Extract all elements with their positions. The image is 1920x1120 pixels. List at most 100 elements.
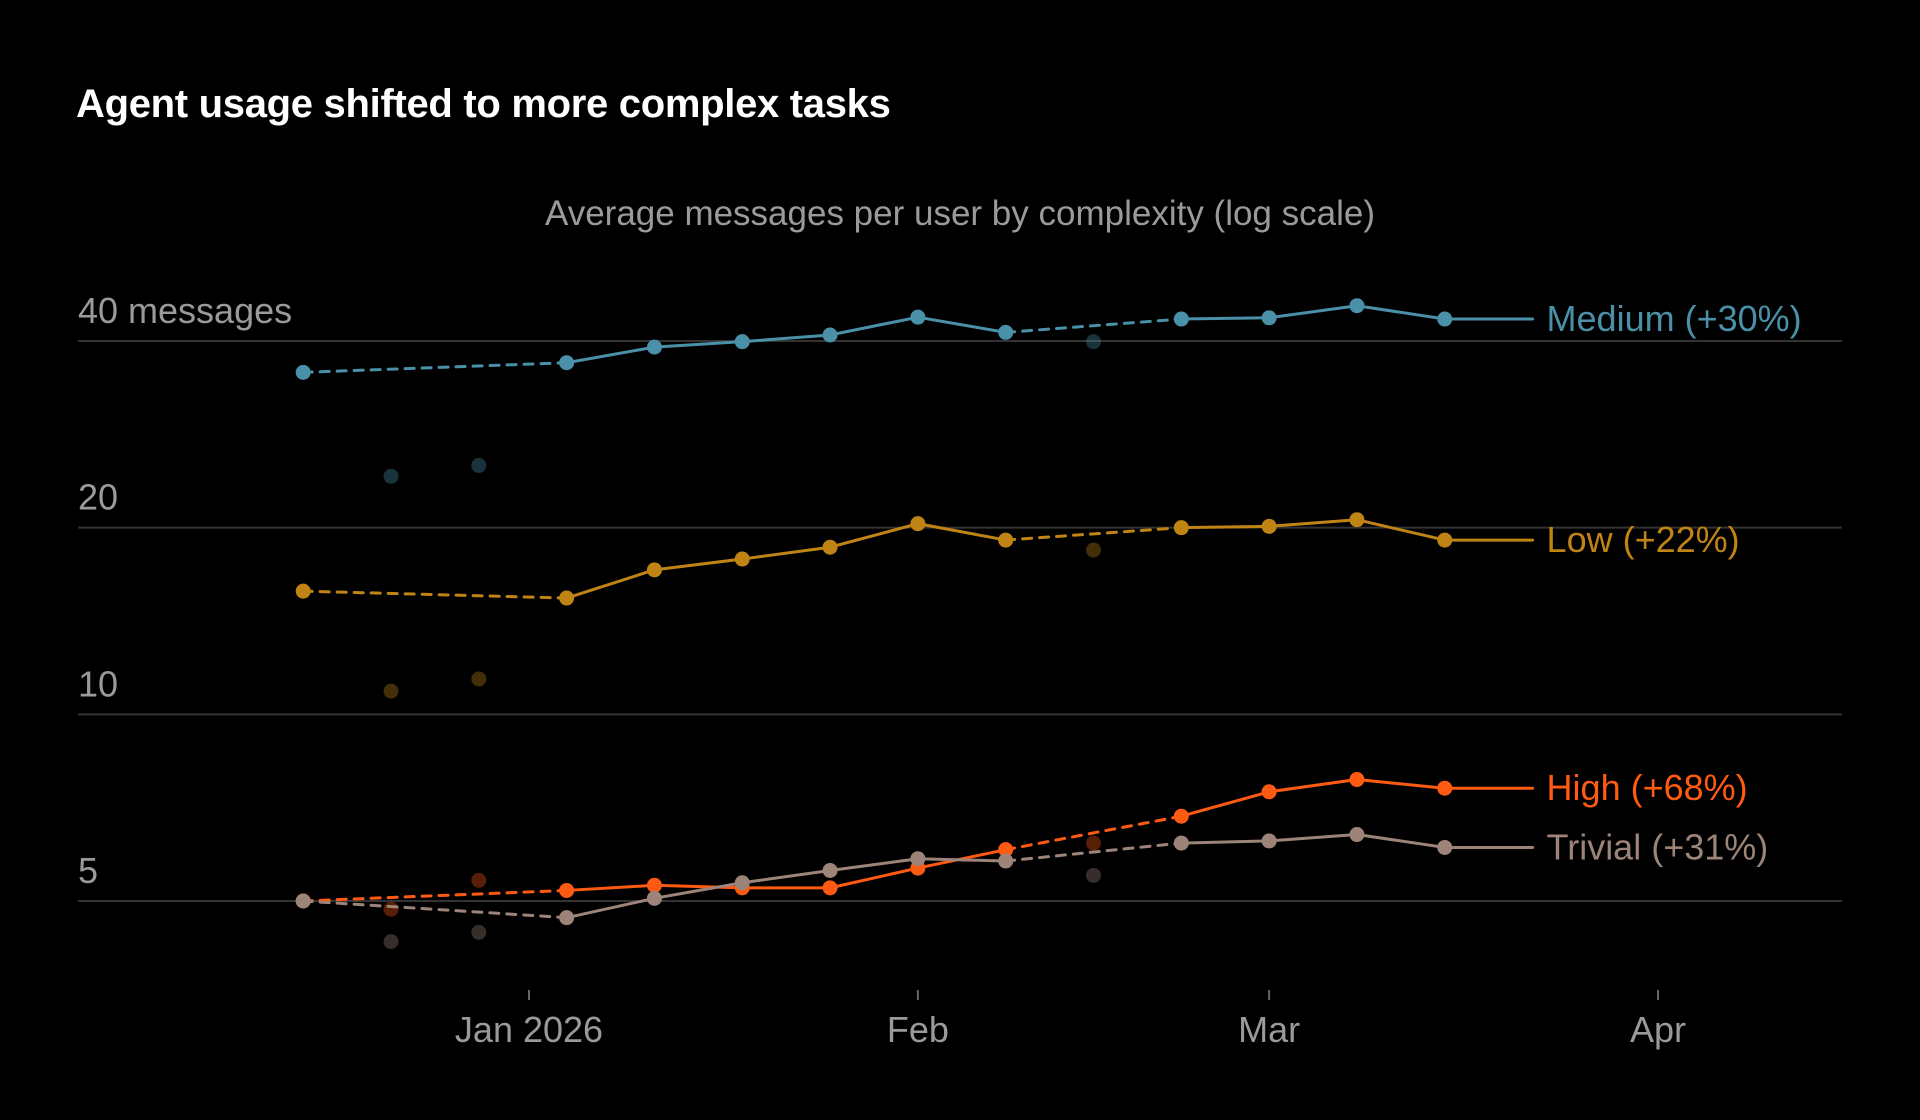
series-segment (916, 315, 1008, 334)
series-segment (1004, 317, 1183, 334)
series-segment (652, 557, 744, 572)
y-tick-label-5: 5 (78, 850, 98, 891)
series-3 (295, 827, 1535, 950)
data-point-faded (1086, 334, 1101, 350)
series-segment (565, 883, 656, 892)
data-point-faded (383, 934, 399, 950)
series-segment (1267, 778, 1359, 794)
data-point (646, 339, 662, 355)
data-point (559, 910, 575, 926)
data-point (1349, 298, 1365, 314)
x-tick-label-2026-04-01: Apr (1630, 1009, 1686, 1050)
data-point (1437, 780, 1453, 796)
data-point (1173, 835, 1189, 851)
series-segment (301, 899, 569, 920)
series-segment (652, 881, 744, 900)
series-segment (1355, 304, 1447, 321)
data-point (559, 590, 575, 606)
data-point (822, 862, 838, 878)
x-tick-label-2026-01-01: Jan 2026 (455, 1009, 603, 1050)
series-segment (565, 568, 656, 600)
series-segment (301, 361, 569, 374)
series-segment (1355, 833, 1447, 849)
series-segment (828, 857, 920, 872)
data-point (559, 882, 575, 898)
series-segment (652, 883, 744, 890)
data-point-faded (1086, 867, 1101, 883)
data-point (998, 853, 1014, 869)
data-point-faded (383, 901, 399, 917)
series-label-2: High (+68%) (1547, 767, 1748, 808)
data-point (295, 364, 311, 380)
data-point (646, 877, 662, 893)
series-segment (301, 888, 569, 903)
series-segment (1267, 304, 1359, 320)
data-point (1437, 532, 1453, 548)
series-segment (1004, 526, 1183, 542)
series-0 (295, 298, 1535, 484)
data-point-faded (471, 457, 487, 473)
data-point (295, 893, 311, 909)
data-point (910, 851, 926, 867)
series-segment (828, 522, 920, 549)
series-segment (828, 315, 920, 337)
data-point (822, 880, 838, 896)
data-point (822, 327, 838, 343)
series-segment (916, 522, 1008, 542)
data-point (1261, 310, 1277, 326)
data-point (734, 875, 750, 891)
data-point (910, 309, 926, 325)
series-segment (1004, 841, 1183, 863)
series-segment (828, 866, 920, 890)
series-segment (1179, 839, 1271, 845)
series-segment (740, 868, 832, 885)
data-point-faded (471, 671, 487, 687)
data-point (910, 516, 926, 532)
series-labels: Medium (+30%) Low (+22%) High (+68%) Trivia… (1547, 298, 1802, 867)
series-segment (565, 896, 656, 920)
y-tick-label-20: 20 (78, 477, 118, 518)
series-segment (1355, 518, 1447, 542)
data-point (822, 539, 838, 555)
series-segment (565, 345, 656, 365)
series-label-0: Medium (+30%) (1547, 298, 1802, 339)
series-segment (1179, 316, 1271, 321)
data-point (1173, 520, 1189, 536)
series-segment (1004, 814, 1183, 852)
data-point (734, 551, 750, 567)
data-point-faded (383, 468, 399, 484)
series-layer (295, 298, 1535, 950)
y-tick-label-40: 40 messages (78, 290, 292, 331)
x-tick-label-2026-03-01: Mar (1238, 1009, 1300, 1050)
data-point (1173, 808, 1189, 824)
series-2 (295, 772, 1535, 917)
y-tick-label-10: 10 (78, 663, 118, 704)
data-point (1349, 512, 1365, 528)
data-point (646, 562, 662, 578)
series-segment (1179, 790, 1271, 818)
series-segment (1179, 524, 1271, 530)
data-point (646, 890, 662, 906)
chart-title: Agent usage shifted to more complex task… (76, 82, 891, 126)
data-point-faded (471, 872, 487, 888)
data-point (559, 355, 575, 371)
data-point-faded (1086, 835, 1101, 851)
data-point-faded (471, 924, 487, 940)
data-point (1349, 772, 1365, 788)
data-point-faded (383, 683, 399, 699)
series-label-3: Trivial (+31%) (1547, 826, 1769, 867)
series-label-1: Low (+22%) (1547, 519, 1740, 560)
data-point (1261, 784, 1277, 800)
data-point (1261, 518, 1277, 534)
data-point (1173, 311, 1189, 327)
series-segment (652, 340, 744, 349)
series-1 (295, 512, 1535, 699)
series-segment (1267, 833, 1359, 843)
x-axis: Jan 2026 Feb Mar Apr (455, 990, 1686, 1050)
series-segment (740, 545, 832, 561)
data-point (1349, 827, 1365, 843)
series-segment (1267, 518, 1359, 528)
data-point (1261, 833, 1277, 849)
series-segment (301, 589, 569, 600)
